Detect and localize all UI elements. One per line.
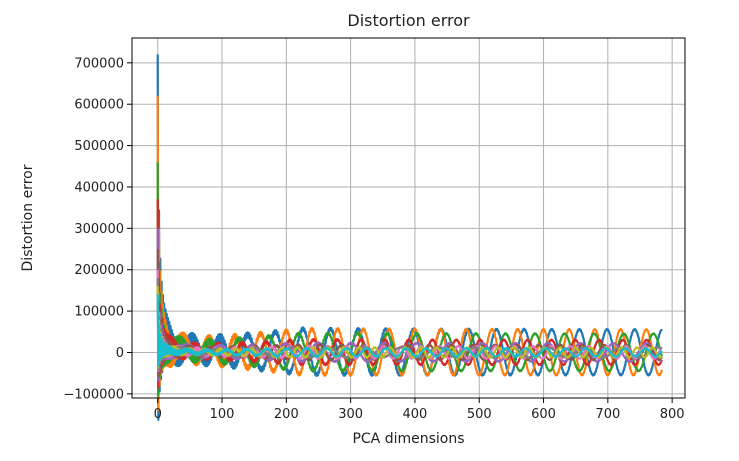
x-tick-label: 500 <box>467 407 492 422</box>
y-axis-label: Distortion error <box>20 164 36 271</box>
x-axis-label: PCA dimensions <box>352 431 464 447</box>
x-tick-label: 100 <box>210 407 235 422</box>
chart-title: Distortion error <box>347 11 470 30</box>
y-axis-ticks: −100000 0 100000 200000 300000 400000 500000 60… <box>63 56 132 402</box>
y-tick-label: 300000 <box>74 222 124 237</box>
y-tick-label: 400000 <box>74 180 124 195</box>
series-lines <box>156 54 663 421</box>
x-tick-label: 800 <box>660 407 685 422</box>
x-tick-label: 700 <box>595 407 620 422</box>
y-tick-label: 200000 <box>74 263 124 278</box>
y-tick-label: 0 <box>116 346 124 361</box>
x-axis-ticks: 0 100 200 300 400 500 600 700 800 <box>154 398 685 422</box>
y-tick-label: −100000 <box>63 387 124 402</box>
y-tick-label: 600000 <box>74 98 124 113</box>
axes-frame <box>131 37 686 399</box>
x-tick-label: 200 <box>274 407 299 422</box>
x-tick-label: 600 <box>531 407 556 422</box>
series-line-10 <box>156 294 663 367</box>
series-line-9 <box>156 286 663 369</box>
series-line-4 <box>156 199 663 389</box>
y-tick-label: 700000 <box>74 56 124 71</box>
y-tick-label: 500000 <box>74 139 124 154</box>
y-tick-label: 100000 <box>74 305 124 320</box>
series-line-1 <box>156 54 663 421</box>
x-tick-label: 400 <box>403 407 428 422</box>
x-tick-label: 0 <box>154 407 162 422</box>
x-tick-label: 300 <box>338 407 363 422</box>
